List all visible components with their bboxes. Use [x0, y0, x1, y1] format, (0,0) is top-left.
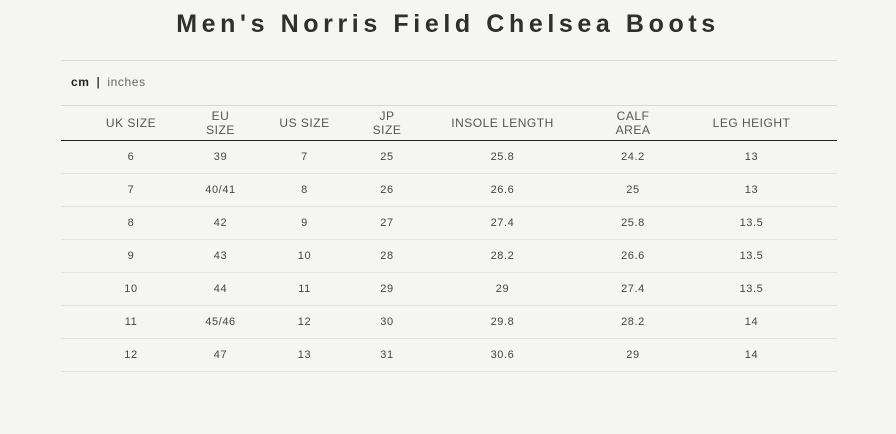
cell-insole-length: 29.8 — [405, 305, 600, 339]
cell-insole-length: 28.2 — [405, 239, 600, 273]
cell-calf-area: 27.4 — [600, 272, 666, 306]
cell-jp-size: 27 — [369, 206, 405, 240]
cell-calf-area: 25 — [600, 173, 666, 207]
table-row: 10 44 11 29 29 27.4 13.5 — [61, 272, 837, 306]
cell-uk-size: 11 — [61, 305, 201, 339]
cell-uk-size: 7 — [61, 173, 201, 207]
cell-us-size: 9 — [240, 206, 369, 240]
unit-cm-option[interactable]: cm — [71, 75, 90, 89]
column-header-us-size: US SIZE — [240, 105, 369, 141]
cell-eu-size: 42 — [201, 206, 240, 240]
column-header-jp-size: JP SIZE — [369, 105, 405, 141]
cell-jp-size: 30 — [369, 305, 405, 339]
column-header-calf-area: CALF AREA — [600, 105, 666, 141]
cell-insole-length: 27.4 — [405, 206, 600, 240]
cell-leg-height: 13.5 — [666, 206, 837, 240]
cell-insole-length: 29 — [405, 272, 600, 306]
cell-calf-area: 29 — [600, 338, 666, 372]
cell-jp-size: 26 — [369, 173, 405, 207]
cell-jp-size: 29 — [369, 272, 405, 306]
cell-calf-area: 28.2 — [600, 305, 666, 339]
cell-us-size: 11 — [240, 272, 369, 306]
cell-leg-height: 14 — [666, 338, 837, 372]
cell-leg-height: 13.5 — [666, 272, 837, 306]
cell-calf-area: 25.8 — [600, 206, 666, 240]
cell-us-size: 7 — [240, 140, 369, 174]
cell-eu-size: 45/46 — [201, 305, 240, 339]
cell-insole-length: 26.6 — [405, 173, 600, 207]
table-row: 6 39 7 25 25.8 24.2 13 — [61, 140, 837, 174]
cell-uk-size: 10 — [61, 272, 201, 306]
cell-jp-size: 25 — [369, 140, 405, 174]
table-row: 9 43 10 28 28.2 26.6 13.5 — [61, 239, 837, 273]
cell-jp-size: 28 — [369, 239, 405, 273]
cell-calf-area: 26.6 — [600, 239, 666, 273]
column-header-eu-size: EU SIZE — [201, 105, 240, 141]
cell-calf-area: 24.2 — [600, 140, 666, 174]
cell-leg-height: 13 — [666, 140, 837, 174]
cell-eu-size: 47 — [201, 338, 240, 372]
cell-us-size: 10 — [240, 239, 369, 273]
cell-insole-length: 25.8 — [405, 140, 600, 174]
table-row: 8 42 9 27 27.4 25.8 13.5 — [61, 206, 837, 240]
column-header-leg-height: LEG HEIGHT — [666, 105, 837, 141]
cell-us-size: 13 — [240, 338, 369, 372]
cell-us-size: 8 — [240, 173, 369, 207]
cell-eu-size: 44 — [201, 272, 240, 306]
cell-uk-size: 12 — [61, 338, 201, 372]
divider — [61, 60, 837, 61]
cell-uk-size: 8 — [61, 206, 201, 240]
cell-jp-size: 31 — [369, 338, 405, 372]
unit-separator: | — [96, 75, 101, 89]
header-row: UK SIZE EU SIZE US SIZE JP SIZE INSOLE LENGT… — [61, 105, 837, 141]
cell-us-size: 12 — [240, 305, 369, 339]
cell-eu-size: 43 — [201, 239, 240, 273]
cell-eu-size: 39 — [201, 140, 240, 174]
unit-toggle: cm | inches — [71, 75, 146, 89]
cell-leg-height: 14 — [666, 305, 837, 339]
cell-leg-height: 13 — [666, 173, 837, 207]
size-chart-table: UK SIZE EU SIZE US SIZE JP SIZE INSOLE LENGT… — [61, 105, 837, 372]
cell-eu-size: 40/41 — [201, 173, 240, 207]
cell-insole-length: 30.6 — [405, 338, 600, 372]
cell-uk-size: 6 — [61, 140, 201, 174]
page-title: Men's Norris Field Chelsea Boots — [176, 10, 720, 38]
unit-inches-option[interactable]: inches — [107, 75, 146, 89]
table-row: 12 47 13 31 30.6 29 14 — [61, 338, 837, 372]
cell-uk-size: 9 — [61, 239, 201, 273]
column-header-insole-length: INSOLE LENGTH — [405, 105, 600, 141]
table-row: 7 40/41 8 26 26.6 25 13 — [61, 173, 837, 207]
column-header-uk-size: UK SIZE — [61, 105, 201, 141]
table-row: 11 45/46 12 30 29.8 28.2 14 — [61, 305, 837, 339]
table-body: 6 39 7 25 25.8 24.2 13 7 40/41 8 26 26.6 25 13 8 42 9 27 2… — [61, 140, 837, 372]
cell-leg-height: 13.5 — [666, 239, 837, 273]
